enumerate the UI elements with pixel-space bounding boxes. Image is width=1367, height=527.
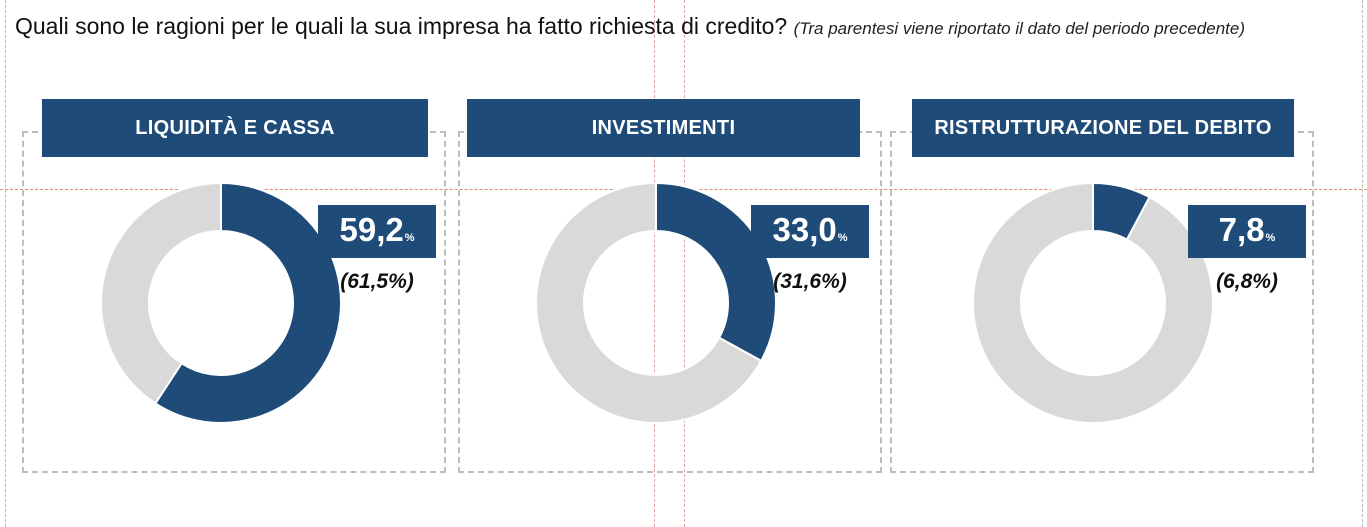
value-badge: 59,2 % bbox=[318, 205, 436, 258]
value-unit: % bbox=[404, 232, 415, 244]
panel-header: RISTRUTTURAZIONE DEL DEBITO bbox=[912, 99, 1294, 157]
guide-line bbox=[5, 0, 6, 527]
previous-value: (6,8%) bbox=[1216, 270, 1278, 293]
guide-line bbox=[1362, 0, 1363, 527]
page-title: Quali sono le ragioni per le quali la su… bbox=[15, 10, 1335, 45]
donut-remainder-slice bbox=[535, 182, 763, 424]
value-label: 7,8 bbox=[1218, 211, 1265, 248]
panel-title: LIQUIDITÀ E CASSA bbox=[135, 116, 335, 139]
panel-title: INVESTIMENTI bbox=[591, 116, 736, 139]
value-badge: 7,8 % bbox=[1188, 205, 1306, 258]
donut-chart bbox=[972, 182, 1214, 424]
donut-remainder-slice bbox=[972, 182, 1214, 424]
value-label: 59,2 bbox=[339, 211, 404, 248]
value-badge: 33,0 % bbox=[751, 205, 869, 258]
previous-value: (31,6%) bbox=[773, 270, 847, 293]
panel-header: LIQUIDITÀ E CASSA bbox=[42, 99, 428, 157]
panel-header: INVESTIMENTI bbox=[467, 99, 860, 157]
value-unit: % bbox=[1265, 232, 1276, 244]
title-note: (Tra parentesi viene riportato il dato d… bbox=[793, 19, 1245, 38]
donut-chart bbox=[100, 182, 342, 424]
donut-value-slice bbox=[655, 182, 777, 363]
value-label: 33,0 bbox=[772, 211, 837, 248]
donut-remainder-slice bbox=[100, 182, 222, 405]
panel-title: RISTRUTTURAZIONE DEL DEBITO bbox=[934, 116, 1272, 139]
donut-chart bbox=[535, 182, 777, 424]
value-unit: % bbox=[837, 232, 848, 244]
previous-value: (61,5%) bbox=[340, 270, 414, 293]
donut-value-slice bbox=[1092, 182, 1151, 241]
question-text: Quali sono le ragioni per le quali la su… bbox=[15, 13, 788, 39]
